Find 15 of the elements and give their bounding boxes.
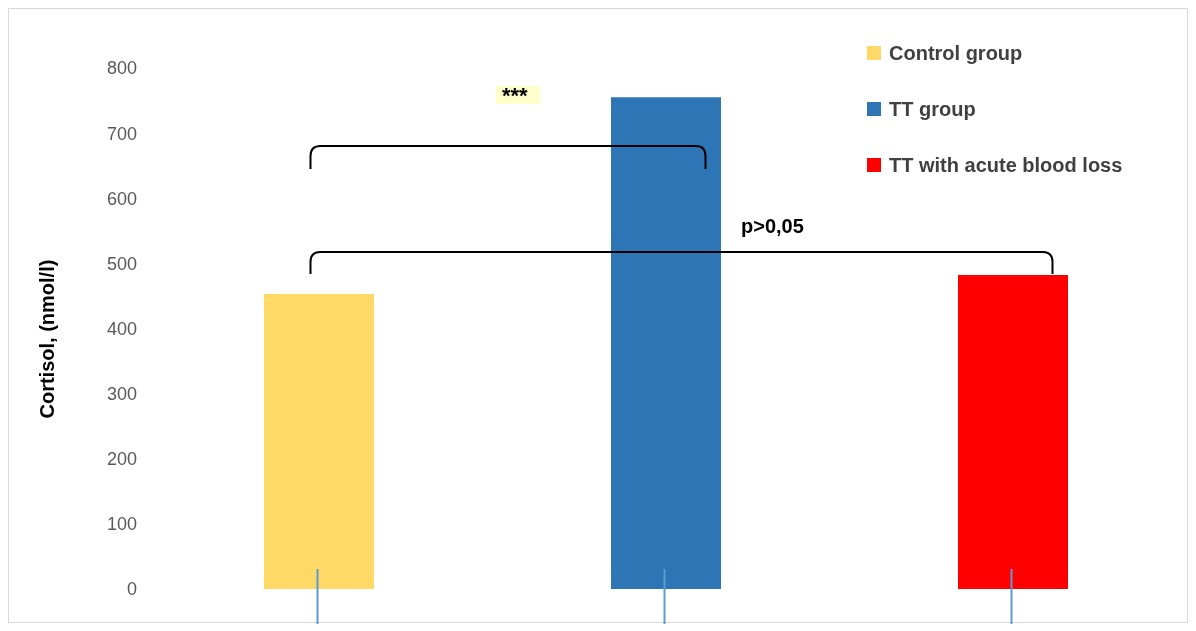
legend-label: TT with acute blood loss bbox=[889, 153, 1123, 177]
y-tick-label: 0 bbox=[126, 579, 137, 600]
y-tick-label: 300 bbox=[106, 384, 137, 405]
annotation: p>0,05 bbox=[741, 215, 804, 238]
annotation: *** bbox=[501, 83, 529, 108]
legend-label: TT group bbox=[889, 97, 976, 121]
y-tick-label: 100 bbox=[106, 514, 137, 535]
y-tick-label: 500 bbox=[106, 253, 137, 274]
y-tick-label: 400 bbox=[106, 318, 137, 339]
y-tick-label: 200 bbox=[106, 449, 137, 470]
legend-label: Control group bbox=[889, 41, 1023, 65]
y-tick-label: 600 bbox=[106, 188, 137, 209]
y-tick-label: 800 bbox=[106, 58, 137, 79]
y-tick-label: 700 bbox=[106, 123, 137, 144]
y-axis-title: Cortisol, (nmol/l) bbox=[36, 259, 59, 419]
